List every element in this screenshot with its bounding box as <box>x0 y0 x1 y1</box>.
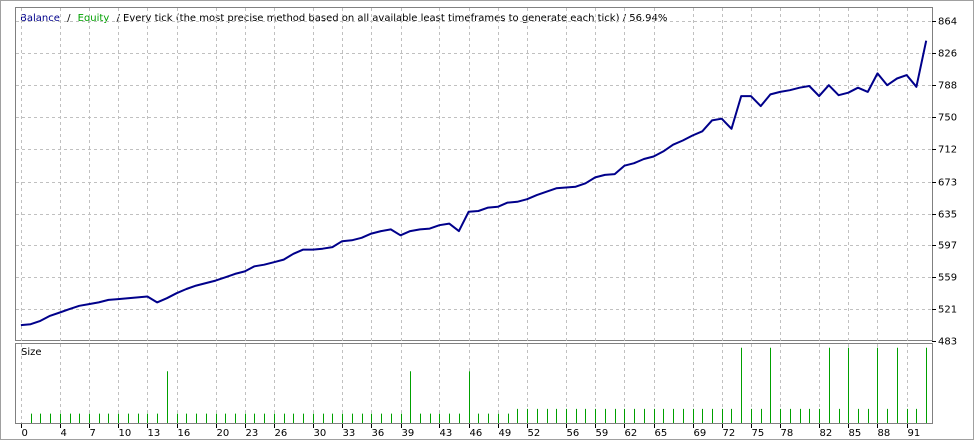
y-tick-label: 483 <box>938 337 957 348</box>
x-tick-label: 23 <box>246 428 259 439</box>
x-tick-label: 0 <box>22 428 28 439</box>
x-tick-label: 13 <box>148 428 161 439</box>
x-tick-label: 36 <box>372 428 385 439</box>
x-tick-label: 82 <box>820 428 833 439</box>
x-tick-label: 10 <box>119 428 132 439</box>
chart-title: Balance / Equity / Every tick (the most … <box>20 13 667 24</box>
y-tick-label: 712 <box>938 145 957 156</box>
x-tick-label: 49 <box>499 428 512 439</box>
x-tick-label: 69 <box>694 428 707 439</box>
y-tick-label: 864 <box>938 17 957 28</box>
x-tick-label: 78 <box>781 428 794 439</box>
y-tick-label: 521 <box>938 305 957 316</box>
x-tick-label: 16 <box>178 428 191 439</box>
x-tick-label: 62 <box>625 428 638 439</box>
legend-separator: / <box>67 13 71 24</box>
y-tick-label: 788 <box>938 81 957 92</box>
y-tick-label: 673 <box>938 178 957 189</box>
legend-equity: Equity <box>78 13 110 24</box>
x-tick-label: 65 <box>655 428 668 439</box>
x-tick-label: 85 <box>849 428 862 439</box>
volume-title: Size <box>21 347 42 358</box>
x-tick-label: 39 <box>402 428 415 439</box>
balance-line <box>20 40 928 327</box>
x-tick-label: 46 <box>470 428 483 439</box>
x-tick-label: 52 <box>528 428 541 439</box>
x-tick-label: 20 <box>217 428 230 439</box>
y-tick-label: 597 <box>938 241 957 252</box>
legend-balance: Balance <box>20 13 60 24</box>
x-tick-label: 30 <box>314 428 327 439</box>
x-tick-label: 91 <box>908 428 921 439</box>
x-tick-label: 56 <box>567 428 580 439</box>
x-tick-label: 43 <box>440 428 453 439</box>
x-tick-label: 4 <box>61 428 67 439</box>
x-tick-label: 33 <box>343 428 356 439</box>
y-tick-label: 826 <box>938 49 957 60</box>
subtitle: / Every tick (the most precise method ba… <box>116 13 667 24</box>
x-tick-label: 59 <box>596 428 609 439</box>
y-tick-label: 750 <box>938 113 957 124</box>
x-tick-label: 72 <box>723 428 736 439</box>
volume-panel <box>15 343 933 424</box>
x-tick-label: 75 <box>752 428 765 439</box>
y-tick-label: 559 <box>938 273 957 284</box>
main-panel <box>15 7 933 341</box>
x-tick-label: 88 <box>878 428 891 439</box>
x-tick-label: 7 <box>90 428 96 439</box>
x-tick-label: 26 <box>275 428 288 439</box>
y-tick-label: 635 <box>938 210 957 221</box>
